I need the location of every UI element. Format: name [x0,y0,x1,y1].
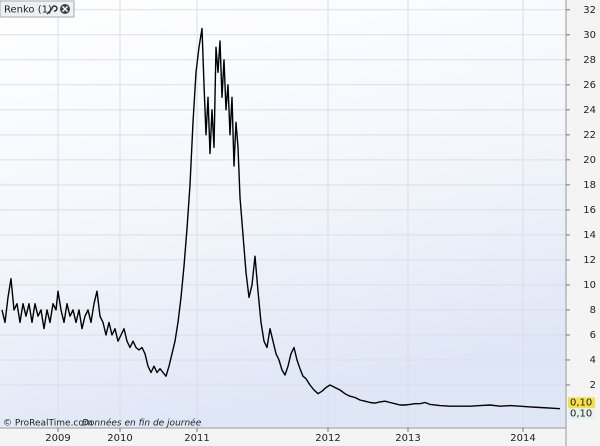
y-tick-label: 32 [583,5,596,16]
close-icon[interactable] [60,4,70,14]
y-tick-label: 30 [583,30,596,41]
x-tick-label: 2009 [45,433,70,444]
y-tick-label: 2 [590,380,596,391]
watermark: © ProRealTime.com [3,419,93,429]
legend-box [0,0,75,18]
x-tick-label: 2013 [395,433,420,444]
last-value-box [568,408,595,420]
y-tick-label: 4 [590,355,596,366]
x-axis-panel [0,428,566,446]
y-tick-label: 22 [583,130,596,141]
last-value-label: 0,10 [570,409,592,420]
y-axis-panel [566,0,600,446]
price-line [1,27,561,410]
y-tick-label: 12 [583,255,596,266]
chart-title: Renko (1) [4,5,52,16]
y-tick-label: 20 [583,155,596,166]
settings-icon[interactable] [46,5,58,15]
y-tick-label: 28 [583,55,596,66]
y-tick-label: 10 [583,280,596,291]
y-tick-label: 24 [583,105,596,116]
last-value-label: 0,10 [570,398,592,409]
last-value-box [568,397,595,409]
note: Données en fin de journée [82,418,202,429]
y-tick-label: 8 [590,305,596,316]
plot-background [0,0,566,428]
y-tick-label: 18 [583,180,596,191]
y-tick-label: 16 [583,205,596,216]
x-tick-label: 2014 [510,433,535,444]
x-tick-label: 2012 [315,433,340,444]
x-tick-label: 2011 [184,433,209,444]
y-tick-label: 26 [583,80,596,91]
x-tick-label: 2010 [107,433,132,444]
y-tick-label: 6 [590,330,596,341]
y-tick-label: 14 [583,230,596,241]
